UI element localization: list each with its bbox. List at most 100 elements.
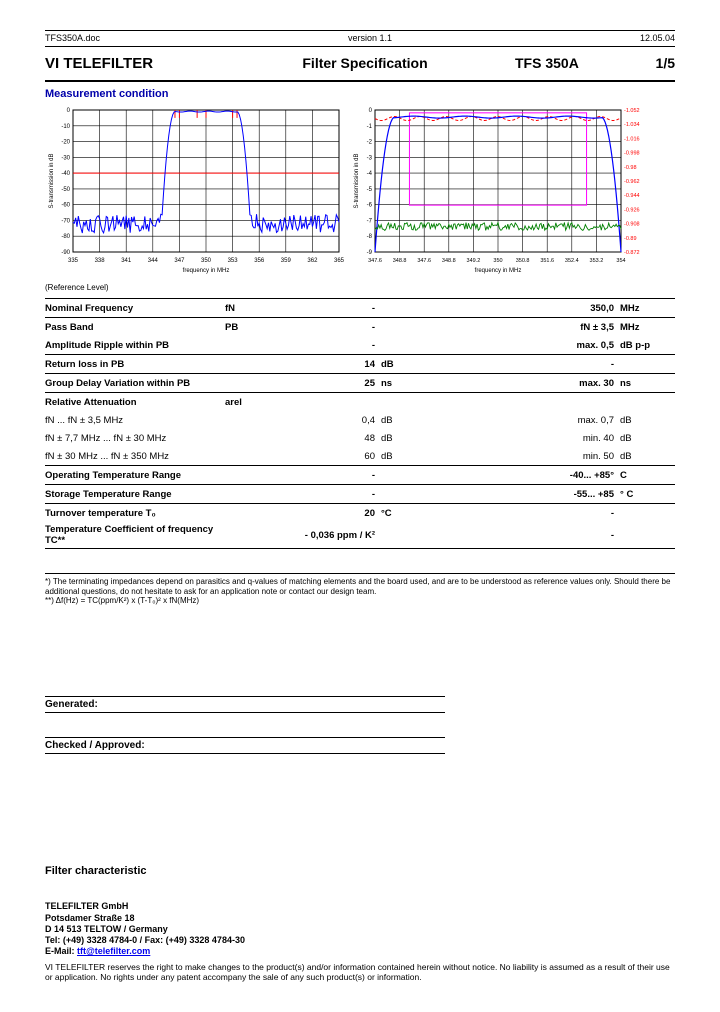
spec-typ-unit: dB bbox=[381, 415, 421, 426]
spec-unit: dB bbox=[620, 415, 675, 426]
svg-text:0: 0 bbox=[369, 108, 373, 114]
spec-unit: dB bbox=[620, 451, 675, 462]
chart-s21-narrow: 347.6348.8347.6348.8349.2350350.8351.635… bbox=[351, 104, 651, 277]
spec-typ-unit: ns bbox=[381, 378, 421, 389]
svg-text:-0.98: -0.98 bbox=[624, 165, 637, 171]
chart-s21-wide: 3353383413443473503533563593623650-10-20… bbox=[45, 104, 345, 277]
company-name: TELEFILTER GmbH bbox=[45, 901, 675, 912]
svg-text:-4: -4 bbox=[367, 171, 373, 177]
sig-checked: Checked / Approved: bbox=[45, 737, 445, 754]
spec-param: Temperature Coefficient of frequency TC*… bbox=[45, 524, 225, 546]
svg-text:351.6: 351.6 bbox=[540, 258, 554, 264]
spec-param: fN ± 30 MHz ... fN ± 350 MHz bbox=[45, 451, 225, 462]
svg-text:356: 356 bbox=[254, 258, 265, 264]
svg-text:353.2: 353.2 bbox=[590, 258, 604, 264]
svg-text:347.6: 347.6 bbox=[417, 258, 431, 264]
doc-header: TFS350A.doc version 1.1 12.05.04 bbox=[45, 33, 675, 47]
spec-row: Storage Temperature Range--55... +85° C bbox=[45, 484, 675, 503]
svg-text:338: 338 bbox=[95, 258, 106, 264]
spec-typ: - bbox=[285, 322, 381, 333]
svg-text:335: 335 bbox=[68, 258, 79, 264]
svg-text:-20: -20 bbox=[61, 140, 70, 146]
spec-param: Relative Attenuation bbox=[45, 397, 225, 408]
svg-text:0: 0 bbox=[67, 108, 71, 114]
svg-text:-40: -40 bbox=[61, 171, 70, 177]
spec-typ: - bbox=[285, 470, 381, 481]
svg-text:341: 341 bbox=[121, 258, 132, 264]
header-file: TFS350A.doc bbox=[45, 33, 100, 43]
spec-limit: 350,0 bbox=[421, 303, 620, 314]
spec-symbol: PB bbox=[225, 322, 285, 333]
spec-row: Return loss in PB14dB- bbox=[45, 354, 675, 373]
spec-param: fN ± 7,7 MHz ... fN ± 30 MHz bbox=[45, 433, 225, 444]
spec-limit: -55... +85 bbox=[421, 489, 620, 500]
spec-param: Storage Temperature Range bbox=[45, 489, 225, 500]
svg-text:352.4: 352.4 bbox=[565, 258, 579, 264]
spec-row: fN ± 7,7 MHz ... fN ± 30 MHz48dBmin. 40d… bbox=[45, 429, 675, 447]
spec-limit: - bbox=[421, 359, 620, 370]
footnotes: *) The terminating impedances depend on … bbox=[45, 573, 675, 606]
spec-limit: fN ± 3,5 bbox=[421, 322, 620, 333]
svg-text:-2: -2 bbox=[367, 140, 373, 146]
spec-param: fN ... fN ± 3,5 MHz bbox=[45, 415, 225, 426]
svg-text:frequency in MHz: frequency in MHz bbox=[475, 268, 522, 274]
svg-text:348.8: 348.8 bbox=[442, 258, 456, 264]
signature-block: Generated: Checked / Approved: bbox=[45, 696, 675, 754]
spec-unit: MHz bbox=[620, 322, 675, 333]
company-address: TELEFILTER GmbH Potsdamer Straße 18 D 14… bbox=[45, 901, 675, 957]
svg-text:S-transmission in dB: S-transmission in dB bbox=[354, 153, 360, 208]
spec-row: Pass BandPB-fN ± 3,5MHz bbox=[45, 317, 675, 336]
svg-text:-1: -1 bbox=[367, 124, 373, 130]
spec-typ-unit: dB bbox=[381, 359, 421, 370]
footer-block: Filter characteristic TELEFILTER GmbH Po… bbox=[45, 865, 675, 982]
svg-text:359: 359 bbox=[281, 258, 292, 264]
spec-limit: - bbox=[421, 508, 620, 519]
svg-text:350.8: 350.8 bbox=[516, 258, 530, 264]
svg-text:365: 365 bbox=[334, 258, 345, 264]
reference-level-note: (Reference Level) bbox=[45, 283, 675, 292]
spec-symbol: arel bbox=[225, 397, 285, 408]
brand: VI TELEFILTER bbox=[45, 55, 215, 72]
spec-limit: max. 0,7 bbox=[421, 415, 620, 426]
spec-row: Operating Temperature Range--40... +85°C bbox=[45, 465, 675, 484]
svg-text:-0.962: -0.962 bbox=[624, 179, 640, 185]
spec-param: Amplitude Ripple within PB bbox=[45, 340, 225, 351]
company-email: E-Mail: tft@telefilter.com bbox=[45, 946, 675, 957]
charts-row: 3353383413443473503533563593623650-10-20… bbox=[45, 104, 675, 277]
svg-text:-3: -3 bbox=[367, 155, 373, 161]
spec-typ-unit: °C bbox=[381, 508, 421, 519]
spec-param: Turnover temperature T₀ bbox=[45, 508, 225, 519]
spec-limit: max. 30 bbox=[421, 378, 620, 389]
svg-text:-1.016: -1.016 bbox=[624, 136, 640, 142]
spec-unit: ° C bbox=[620, 489, 675, 500]
svg-text:-0.944: -0.944 bbox=[624, 193, 640, 199]
svg-text:354: 354 bbox=[616, 258, 625, 264]
spec-typ: 14 bbox=[285, 359, 381, 370]
spec-typ: 60 bbox=[285, 451, 381, 462]
svg-text:350: 350 bbox=[493, 258, 502, 264]
header-version: version 1.1 bbox=[348, 33, 392, 43]
svg-text:-6: -6 bbox=[367, 203, 373, 209]
spec-row: Turnover temperature T₀20°C- bbox=[45, 503, 675, 522]
svg-text:-0.908: -0.908 bbox=[624, 222, 640, 228]
svg-text:-1.034: -1.034 bbox=[624, 122, 640, 128]
svg-text:-1.052: -1.052 bbox=[624, 108, 640, 114]
page: TFS350A.doc version 1.1 12.05.04 VI TELE… bbox=[0, 0, 720, 1012]
spec-limit: min. 40 bbox=[421, 433, 620, 444]
title-row: VI TELEFILTER Filter Specification TFS 3… bbox=[45, 47, 675, 82]
svg-text:344: 344 bbox=[148, 258, 159, 264]
measurement-condition-heading: Measurement condition bbox=[45, 88, 675, 100]
footnote-1: *) The terminating impedances depend on … bbox=[45, 577, 675, 596]
spec-typ: 25 bbox=[285, 378, 381, 389]
footnote-2: **) Δf(Hz) = TC(ppm/K²) x (T-T₀)² x fN(M… bbox=[45, 596, 675, 606]
svg-text:362: 362 bbox=[307, 258, 318, 264]
spec-typ: 0,4 bbox=[285, 415, 381, 426]
svg-text:-0.89: -0.89 bbox=[624, 236, 637, 242]
spec-limit: - bbox=[421, 530, 620, 541]
svg-text:-7: -7 bbox=[367, 218, 373, 224]
svg-text:S-transmission in dB: S-transmission in dB bbox=[49, 153, 55, 208]
svg-text:-9: -9 bbox=[367, 250, 373, 256]
svg-text:-0.872: -0.872 bbox=[624, 250, 640, 256]
svg-text:349.2: 349.2 bbox=[467, 258, 481, 264]
spec-limit: max. 0,5 bbox=[421, 340, 620, 351]
